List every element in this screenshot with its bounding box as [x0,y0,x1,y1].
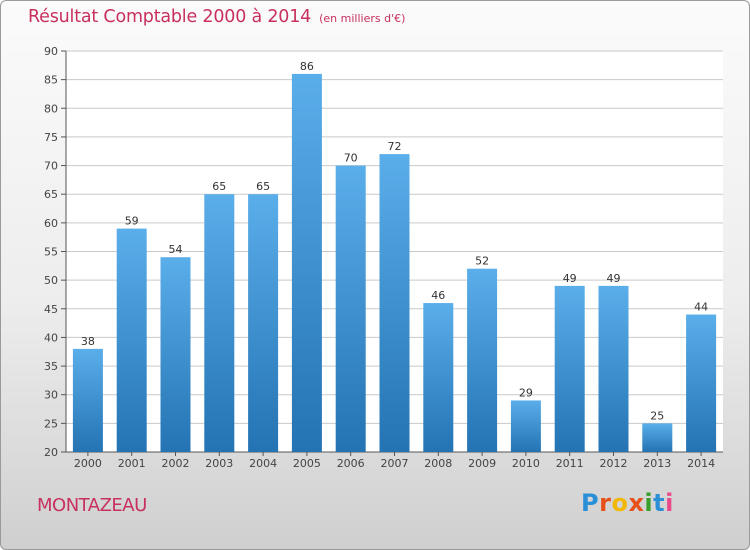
chart-header: Résultat Comptable 2000 à 2014 (en millie… [28,7,405,27]
y-tick-label: 60 [44,217,58,230]
x-tick-label: 2014 [687,457,715,470]
chart-title: Résultat Comptable 2000 à 2014 [28,7,312,27]
y-tick-label: 75 [44,131,58,144]
x-tick-label: 2010 [512,457,540,470]
bar [554,285,585,452]
x-tick-label: 2000 [74,457,102,470]
x-tick-label: 2002 [162,457,190,470]
data-label: 70 [344,152,358,165]
data-label: 52 [475,255,489,268]
x-tick-label: 2011 [556,457,584,470]
bar [116,228,147,452]
data-label: 59 [125,215,139,228]
x-tick-label: 2013 [643,457,671,470]
bar [642,423,673,452]
y-tick-label: 40 [44,331,58,344]
bar [335,165,366,453]
data-label: 49 [607,272,621,285]
x-tick-label: 2004 [249,457,277,470]
data-label: 25 [650,409,664,422]
data-label: 46 [431,289,445,302]
logo-letter: r [599,489,612,517]
data-label: 29 [519,386,533,399]
bar [248,194,279,452]
logo-letter: t [653,489,666,517]
y-tick-label: 65 [44,188,58,201]
bar [72,348,103,452]
bar [423,303,454,452]
y-tick-label: 45 [44,303,58,316]
data-label: 49 [563,272,577,285]
logo-letter: P [581,489,600,517]
x-tick-label: 2001 [118,457,146,470]
x-tick-label: 2012 [600,457,628,470]
bar [467,268,498,452]
logo-letter: o [611,489,629,517]
x-tick-label: 2006 [337,457,365,470]
data-label: 38 [81,335,95,348]
bar [291,73,322,453]
bar [686,314,717,452]
logo-letter: i [665,489,674,517]
y-tick-label: 20 [44,446,58,459]
bar [379,154,410,452]
data-label: 65 [256,180,270,193]
commune-name: MONTAZEAU [37,495,147,516]
bar [160,257,191,452]
y-tick-label: 50 [44,274,58,287]
y-tick-label: 70 [44,160,58,173]
x-tick-label: 2008 [424,457,452,470]
y-tick-label: 25 [44,417,58,430]
bar [204,194,235,452]
logo-letter: x [628,489,645,517]
x-tick-label: 2005 [293,457,321,470]
x-tick-label: 2007 [381,457,409,470]
y-tick-label: 85 [44,74,58,87]
data-label: 44 [694,301,708,314]
y-tick-label: 90 [44,45,58,58]
data-label: 72 [388,140,402,153]
y-tick-label: 35 [44,360,58,373]
x-tick-label: 2009 [468,457,496,470]
data-label: 86 [300,60,314,73]
y-tick-label: 55 [44,246,58,259]
bar [510,400,541,452]
chart-subtitle: (en milliers d'€) [319,12,406,25]
data-label: 65 [212,180,226,193]
x-tick-label: 2003 [205,457,233,470]
bar [598,285,629,452]
proxiti-logo: Proxiti [581,489,674,517]
data-label: 54 [169,243,183,256]
y-tick-label: 30 [44,389,58,402]
logo-letter: i [644,489,654,517]
y-tick-label: 80 [44,102,58,115]
